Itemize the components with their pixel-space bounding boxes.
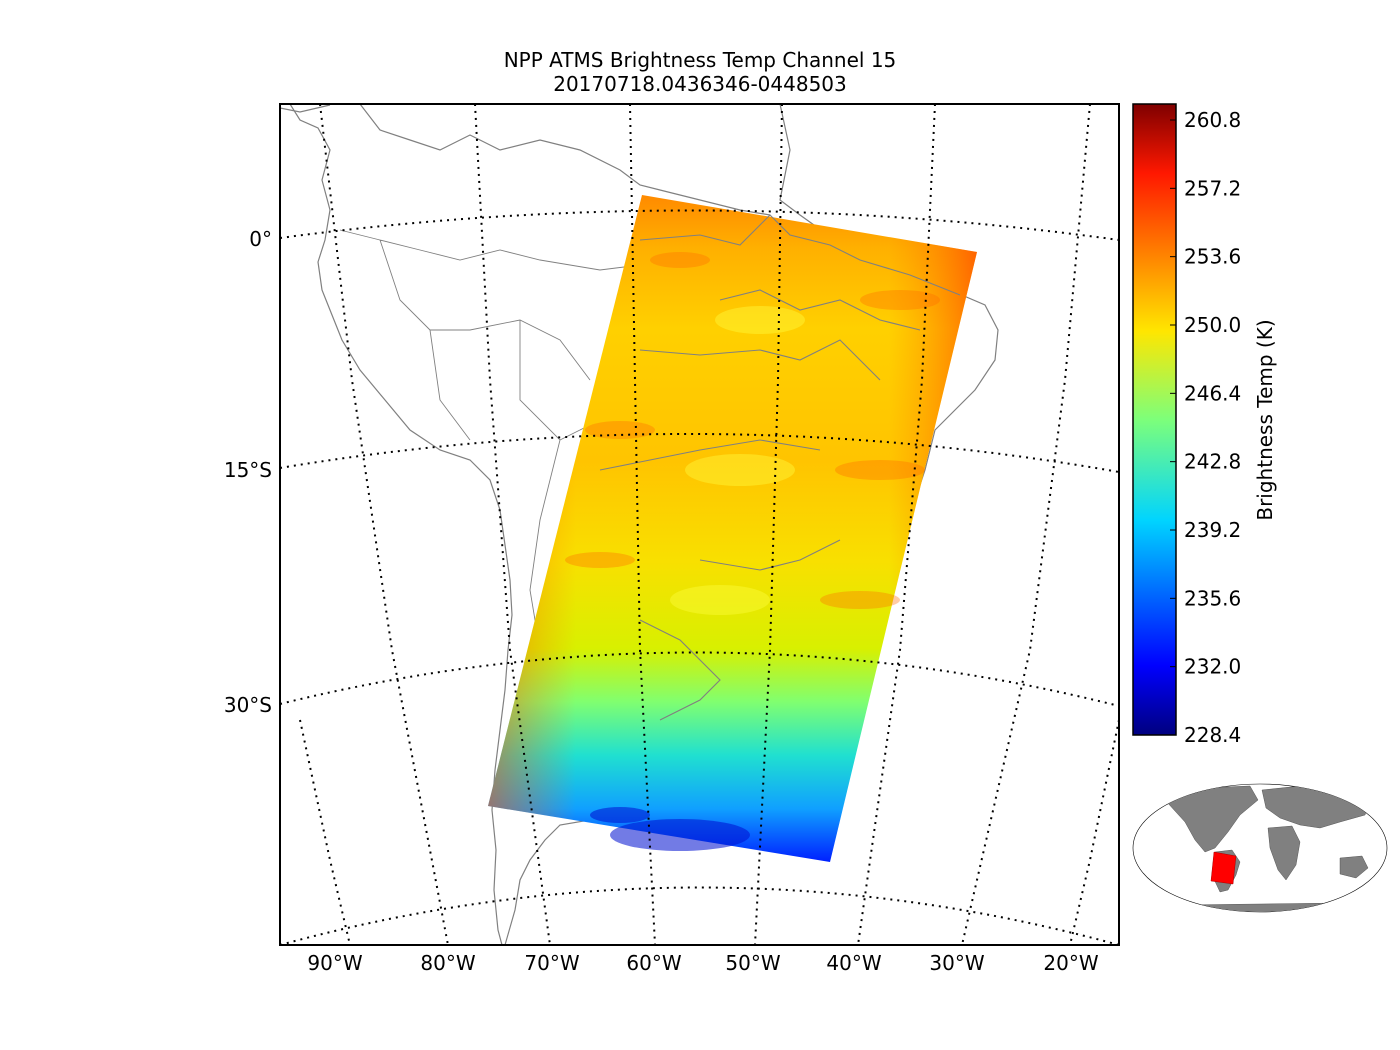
lon-label-60w: 60°W <box>626 951 681 975</box>
colorbar-tick-label: 246.4 <box>1184 381 1241 405</box>
colorbar-tick-label: 260.8 <box>1184 108 1241 132</box>
coastline-central-america <box>280 104 771 216</box>
colorbar-tick-label: 239.2 <box>1184 518 1241 542</box>
lat-label-0: 0° <box>249 227 272 251</box>
inset-swath-highlight <box>1210 851 1237 885</box>
colorbar-tick-label: 257.2 <box>1184 176 1241 200</box>
lon-label-90w: 90°W <box>307 951 362 975</box>
inset-land-australia <box>1339 855 1369 879</box>
lon-label-50w: 50°W <box>725 951 780 975</box>
brightness-temp-swath <box>488 195 977 862</box>
lat-label-30s: 30°S <box>224 693 272 717</box>
graticule-meridians <box>299 104 1119 945</box>
lat-label-15s: 15°S <box>224 458 272 482</box>
colorbar-tick-label: 232.0 <box>1184 655 1241 679</box>
inset-land-africa <box>1267 825 1301 881</box>
map-frame <box>279 103 1120 946</box>
longitude-labels: 90°W 80°W 70°W 60°W 50°W 40°W 30°W 20°W <box>307 951 1098 975</box>
lon-label-70w: 70°W <box>524 951 579 975</box>
lon-label-40w: 40°W <box>826 951 881 975</box>
title-line-1: NPP ATMS Brightness Temp Channel 15 <box>503 48 897 72</box>
colorbar: 260.8 257.2 253.6 250.0 246.4 242.8 239.2 235.6… <box>1132 103 1277 747</box>
title-line-2: 20170718.0436346-0448503 <box>553 72 847 96</box>
colorbar-tick-label: 242.8 <box>1184 450 1241 474</box>
latitude-labels: 0° 15°S 30°S <box>224 227 272 717</box>
colorbar-tick-label: 253.6 <box>1184 245 1241 269</box>
figure-title: NPP ATMS Brightness Temp Channel 15 2017… <box>0 48 1400 96</box>
main-map <box>280 104 1119 945</box>
colorbar-tick-label: 235.6 <box>1184 586 1241 610</box>
lon-label-20w: 20°W <box>1043 951 1098 975</box>
inset-land-north-america <box>1164 785 1259 853</box>
graticule-parallels <box>280 209 1119 945</box>
lon-label-30w: 30°W <box>929 951 984 975</box>
coastline-over-swath <box>599 214 961 721</box>
colorbar-tick-label: 250.0 <box>1184 313 1241 337</box>
colorbar-gradient <box>1132 103 1177 736</box>
colorbar-ticks: 260.8 257.2 253.6 250.0 246.4 242.8 239.2 235.6… <box>1170 108 1241 747</box>
colorbar-tick-label: 228.4 <box>1184 723 1241 747</box>
world-locator-inset <box>1132 783 1388 913</box>
colorbar-label: Brightness Temp (K) <box>1253 319 1277 520</box>
lon-label-80w: 80°W <box>420 951 475 975</box>
